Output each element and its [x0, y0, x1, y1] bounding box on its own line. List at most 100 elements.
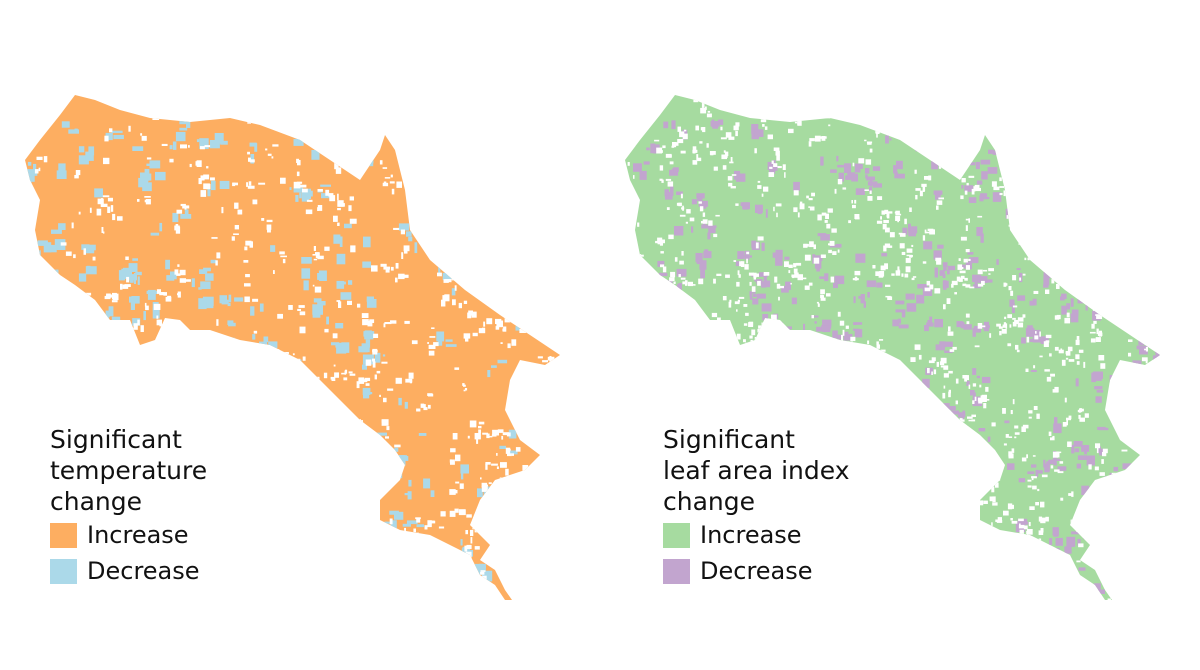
- blank-pixel-patch: [339, 456, 344, 461]
- blank-pixel-patch: [748, 322, 754, 327]
- decrease-pixel-patch: [432, 135, 439, 146]
- legend-title-line-2: leaf area index: [663, 456, 850, 485]
- decrease-pixel-patch: [38, 359, 49, 367]
- blank-pixel-patch: [203, 183, 210, 190]
- blank-pixel-patch: [446, 250, 454, 258]
- blank-pixel-patch: [626, 456, 631, 461]
- blank-pixel-patch: [973, 186, 976, 192]
- blank-pixel-patch: [901, 273, 904, 277]
- blank-pixel-patch: [762, 368, 768, 374]
- blank-pixel-patch: [723, 596, 728, 600]
- blank-pixel-patch: [714, 405, 721, 411]
- decrease-pixel-patch: [744, 250, 750, 260]
- blank-pixel-patch: [444, 182, 448, 184]
- decrease-pixel-patch: [1135, 132, 1143, 137]
- blank-pixel-patch: [323, 372, 328, 379]
- blank-pixel-patch: [559, 117, 560, 123]
- blank-pixel-patch: [1162, 445, 1165, 449]
- blank-pixel-patch: [462, 258, 465, 264]
- blank-pixel-patch: [357, 141, 361, 146]
- decrease-pixel-patch: [980, 233, 984, 243]
- decrease-pixel-patch: [791, 297, 797, 305]
- blank-pixel-patch: [745, 312, 749, 316]
- blank-pixel-patch: [1079, 255, 1083, 259]
- blank-pixel-patch: [1135, 479, 1139, 483]
- blank-pixel-patch: [669, 277, 673, 282]
- blank-pixel-patch: [490, 494, 497, 497]
- blank-pixel-patch: [625, 114, 628, 116]
- blank-pixel-patch: [385, 436, 389, 439]
- decrease-pixel-patch: [1011, 169, 1020, 173]
- blank-pixel-patch: [646, 419, 648, 425]
- decrease-pixel-patch: [867, 292, 870, 298]
- decrease-pixel-patch: [147, 289, 156, 300]
- blank-pixel-patch: [1030, 549, 1035, 554]
- blank-pixel-patch: [1166, 487, 1170, 491]
- blank-pixel-patch: [1018, 241, 1022, 245]
- blank-pixel-patch: [44, 406, 47, 409]
- blank-pixel-patch: [283, 405, 289, 412]
- blank-pixel-patch: [504, 564, 509, 569]
- decrease-pixel-patch: [1155, 326, 1160, 335]
- blank-pixel-patch: [875, 130, 881, 134]
- decrease-pixel-patch: [27, 161, 32, 166]
- decrease-pixel-patch: [250, 344, 260, 352]
- decrease-pixel-patch: [23, 601, 29, 612]
- blank-pixel-patch: [519, 405, 523, 409]
- decrease-pixel-patch: [43, 242, 52, 253]
- blank-pixel-patch: [1067, 95, 1070, 97]
- blank-pixel-patch: [577, 129, 581, 131]
- blank-pixel-patch: [652, 575, 659, 578]
- blank-pixel-patch: [952, 536, 956, 541]
- blank-pixel-patch: [1128, 352, 1132, 357]
- decrease-pixel-patch: [1051, 547, 1060, 558]
- blank-pixel-patch: [467, 435, 470, 439]
- blank-pixel-patch: [189, 163, 192, 168]
- blank-pixel-patch: [1165, 558, 1170, 564]
- decrease-pixel-patch: [625, 580, 628, 590]
- blank-pixel-patch: [702, 340, 705, 346]
- blank-pixel-patch: [981, 114, 984, 117]
- blank-pixel-patch: [1091, 95, 1094, 98]
- blank-pixel-patch: [1036, 586, 1042, 591]
- decrease-pixel-patch: [362, 261, 371, 268]
- blank-pixel-patch: [1027, 247, 1030, 250]
- decrease-pixel-patch: [1077, 455, 1088, 460]
- decrease-pixel-patch: [912, 409, 916, 418]
- decrease-pixel-patch: [1136, 373, 1142, 376]
- blank-pixel-patch: [389, 128, 394, 133]
- blank-pixel-patch: [1166, 443, 1170, 445]
- decrease-pixel-patch: [667, 341, 675, 350]
- blank-pixel-patch: [799, 201, 803, 205]
- blank-pixel-patch: [552, 541, 557, 544]
- blank-pixel-patch: [464, 388, 468, 391]
- blank-pixel-patch: [912, 276, 917, 278]
- blank-pixel-patch: [715, 214, 720, 217]
- decrease-pixel-patch: [957, 96, 967, 102]
- blank-pixel-patch: [234, 225, 239, 230]
- blank-pixel-patch: [32, 353, 35, 355]
- blank-pixel-patch: [677, 126, 681, 132]
- blank-pixel-patch: [757, 236, 764, 241]
- blank-pixel-patch: [911, 277, 915, 281]
- blank-pixel-patch: [731, 346, 736, 351]
- decrease-pixel-patch: [366, 299, 377, 308]
- decrease-pixel-patch: [930, 494, 941, 503]
- decrease-pixel-patch: [988, 149, 995, 154]
- blank-pixel-patch: [266, 219, 273, 223]
- blank-pixel-patch: [1065, 138, 1068, 144]
- blank-pixel-patch: [1079, 105, 1085, 110]
- decrease-pixel-patch: [1104, 476, 1112, 479]
- decrease-pixel-patch: [1134, 298, 1140, 306]
- decrease-pixel-patch: [418, 433, 427, 436]
- decrease-pixel-patch: [328, 565, 337, 568]
- decrease-pixel-patch: [671, 120, 676, 130]
- blank-pixel-patch: [428, 573, 433, 581]
- blank-pixel-patch: [1045, 516, 1049, 522]
- blank-pixel-patch: [678, 202, 682, 207]
- decrease-pixel-patch: [417, 186, 427, 190]
- blank-pixel-patch: [679, 260, 684, 265]
- blank-pixel-patch: [674, 333, 680, 337]
- blank-pixel-patch: [938, 197, 944, 200]
- decrease-pixel-patch: [921, 493, 932, 502]
